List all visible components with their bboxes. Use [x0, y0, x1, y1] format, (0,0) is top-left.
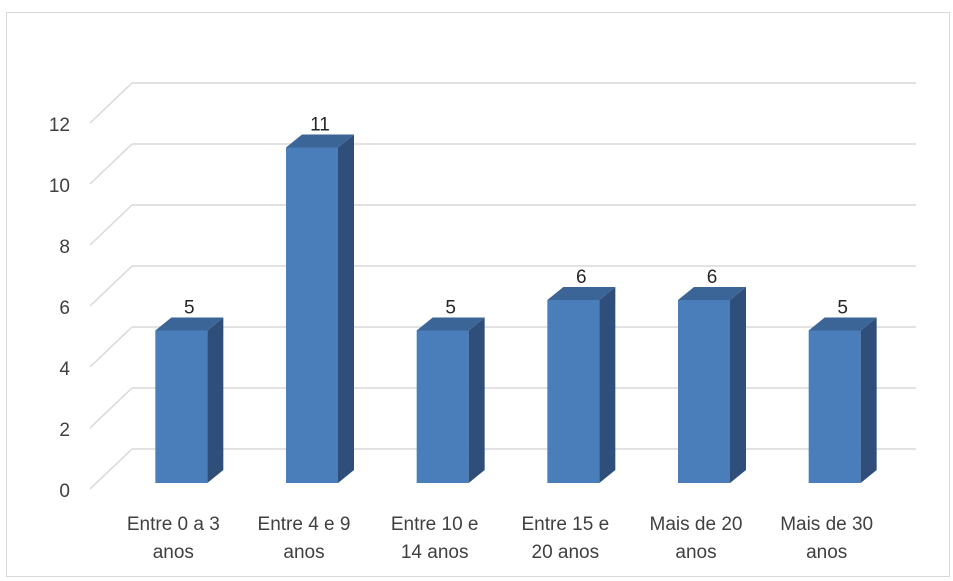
bar — [155, 330, 208, 483]
bars: 5 11 5 6 6 5 — [155, 115, 877, 483]
bar-side — [207, 317, 224, 483]
x-category-label-line: Entre 0 a 3 — [127, 514, 220, 535]
x-category-label-line: Entre 4 e 9 — [258, 514, 351, 535]
bar — [416, 330, 469, 483]
gridlines — [89, 82, 916, 490]
data-label: 5 — [837, 298, 848, 319]
y-tick-label: 2 — [59, 420, 70, 441]
y-tick-label: 12 — [49, 115, 70, 136]
x-category-label: Entre 15 e 20 anos — [521, 514, 609, 563]
bar-top — [155, 317, 224, 331]
bar — [678, 300, 730, 483]
gridline-depth — [89, 82, 133, 124]
bar-top — [416, 317, 485, 331]
gridline-depth — [89, 326, 133, 368]
gridline-depth — [89, 204, 133, 246]
bar-side — [599, 287, 616, 483]
x-category-label: Entre 0 a 3 anos — [127, 514, 220, 563]
y-tick-label: 10 — [49, 176, 70, 197]
y-tick-label: 4 — [59, 359, 70, 380]
gridline-depth — [89, 143, 133, 185]
x-category-label-line: anos — [283, 542, 324, 563]
x-category-label-line: 14 anos — [401, 542, 469, 563]
bar-side — [730, 287, 746, 483]
bar-top — [678, 287, 746, 300]
y-tick-label: 6 — [59, 298, 70, 319]
x-category-label-line: Entre 10 e — [391, 514, 479, 535]
bar — [808, 330, 861, 483]
data-label: 6 — [576, 267, 587, 288]
y-tick-label: 8 — [59, 237, 70, 258]
bar-top — [286, 134, 354, 148]
x-category-label-line: Entre 15 e — [521, 514, 609, 535]
bar-top — [808, 317, 877, 331]
x-category-label: Entre 10 e 14 anos — [391, 514, 479, 563]
x-category-label: Mais de 20 anos — [650, 514, 743, 563]
gridline-depth — [89, 448, 133, 490]
data-label: 6 — [707, 267, 718, 288]
chart-frame — [6, 12, 950, 577]
bar-side — [860, 317, 877, 483]
data-label: 5 — [184, 298, 195, 319]
y-axis: 0 2 4 6 8 10 12 — [49, 115, 71, 502]
bar — [547, 300, 600, 483]
x-category-label-line: anos — [675, 542, 716, 563]
x-axis: Entre 0 a 3 anos Entre 4 e 9 anos Entre 10 e… — [127, 514, 873, 563]
gridline-depth — [89, 265, 133, 307]
x-category-label-line: anos — [153, 542, 194, 563]
y-tick-label: 0 — [59, 481, 70, 502]
x-category-label-line: Mais de 20 — [650, 514, 743, 535]
x-category-label-line: Mais de 30 — [780, 514, 873, 535]
x-category-label: Mais de 30 anos — [780, 514, 873, 563]
bar-top — [547, 287, 616, 300]
bar-side — [338, 134, 354, 483]
data-label: 11 — [310, 115, 330, 136]
x-category-label: Entre 4 e 9 anos — [258, 514, 351, 563]
x-category-label-line: anos — [806, 542, 847, 563]
data-label: 5 — [445, 298, 456, 319]
gridline-depth — [89, 387, 133, 429]
bar — [286, 147, 338, 483]
bar-side — [468, 317, 485, 483]
x-category-label-line: 20 anos — [532, 542, 600, 563]
